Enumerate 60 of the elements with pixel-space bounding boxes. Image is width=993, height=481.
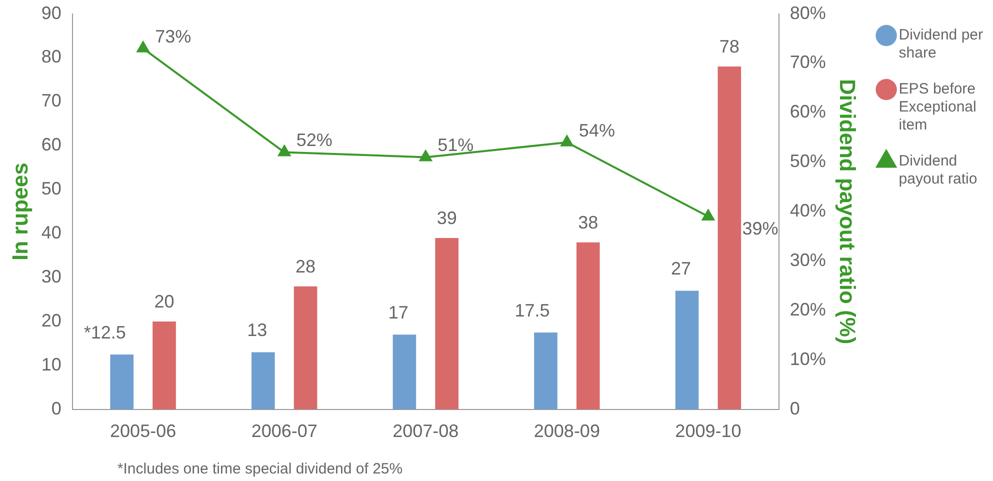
data-label: 73% bbox=[155, 26, 192, 46]
data-label: 13 bbox=[247, 320, 268, 340]
point bbox=[702, 210, 714, 221]
y-tick-label: 20 bbox=[41, 310, 62, 330]
data-label: 39% bbox=[742, 218, 778, 239]
y2-tick-label: 80% bbox=[790, 2, 826, 23]
text: *Includes one time special dividend of 25% bbox=[117, 460, 403, 478]
y-tick-label: 80 bbox=[41, 46, 62, 67]
y2-tick-label: 30% bbox=[790, 250, 826, 270]
bar bbox=[534, 332, 558, 410]
data-label: 39 bbox=[436, 208, 457, 228]
data-label: 27 bbox=[670, 258, 692, 279]
bar bbox=[152, 321, 176, 410]
data-label: 20 bbox=[154, 291, 174, 312]
bar bbox=[675, 290, 699, 410]
data-label: 17.5 bbox=[514, 300, 550, 320]
y-tick-label: 90 bbox=[41, 2, 62, 23]
bar bbox=[718, 66, 742, 410]
y-tick-label: 40 bbox=[41, 222, 62, 243]
y2-tick-label: 60% bbox=[790, 102, 826, 122]
data-label: 51% bbox=[438, 135, 474, 156]
y-tick-label: 70 bbox=[41, 90, 62, 111]
data-label: *12.5 bbox=[84, 322, 126, 342]
data-label: 52% bbox=[296, 130, 332, 150]
y-tick-label: 10 bbox=[41, 354, 62, 374]
y2-tick-label: 50% bbox=[790, 151, 826, 172]
x-tick-label: 2006-07 bbox=[251, 421, 318, 442]
legend-label: EPS before Exceptional item bbox=[898, 80, 976, 134]
x-tick-label: 2005-06 bbox=[110, 421, 176, 442]
point bbox=[560, 135, 574, 146]
x-tick-label: 2009-10 bbox=[675, 421, 742, 442]
legend-label: Dividend per share bbox=[898, 26, 984, 62]
bar bbox=[392, 334, 416, 410]
bar bbox=[252, 352, 275, 410]
y-tick-label: 30 bbox=[41, 266, 62, 286]
y2-axis-title: Dividend payout ratio (%) bbox=[835, 78, 860, 344]
x-tick-label: 2008-09 bbox=[534, 421, 600, 442]
y2-tick-label: 10% bbox=[790, 348, 826, 369]
data-label: 17 bbox=[388, 302, 408, 323]
data-label: 28 bbox=[296, 256, 316, 276]
data-label: 78 bbox=[719, 36, 740, 57]
bar bbox=[110, 354, 134, 410]
data-label: 54% bbox=[578, 120, 615, 140]
y-tick-label: 60 bbox=[41, 134, 62, 155]
x-tick-label: 2007-08 bbox=[392, 421, 459, 442]
bar bbox=[294, 286, 318, 410]
bar bbox=[435, 238, 458, 410]
y2-tick-label: 20% bbox=[790, 299, 826, 320]
y2-tick-label: 0 bbox=[790, 398, 800, 418]
legend-label: Dividend payout ratio bbox=[898, 152, 978, 188]
point bbox=[419, 150, 432, 162]
y-axis-title: In rupees bbox=[7, 162, 32, 261]
y-tick-label: 0 bbox=[51, 398, 62, 418]
y2-tick-label: 40% bbox=[790, 200, 826, 221]
point bbox=[136, 41, 150, 52]
y-tick-label: 50 bbox=[41, 178, 62, 199]
y2-tick-label: 70% bbox=[790, 52, 826, 72]
point bbox=[278, 145, 291, 156]
data-label: 38 bbox=[578, 212, 598, 232]
bar bbox=[576, 242, 600, 410]
